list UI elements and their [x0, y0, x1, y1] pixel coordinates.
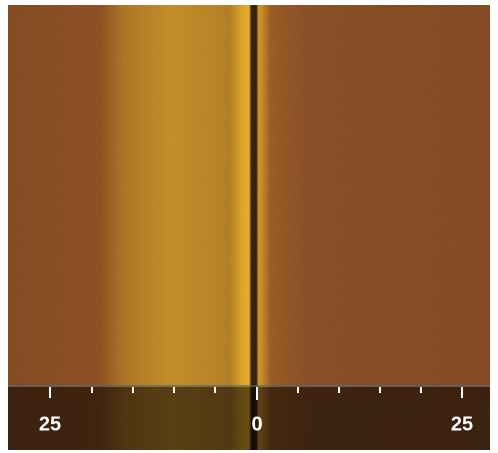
scale-label: 25 — [39, 413, 61, 435]
scale-bar — [8, 385, 490, 450]
scale-label: 0 — [251, 413, 262, 435]
scale-ticks — [49, 387, 463, 400]
scale-label: 25 — [451, 413, 473, 435]
sonar-noise — [8, 5, 490, 450]
